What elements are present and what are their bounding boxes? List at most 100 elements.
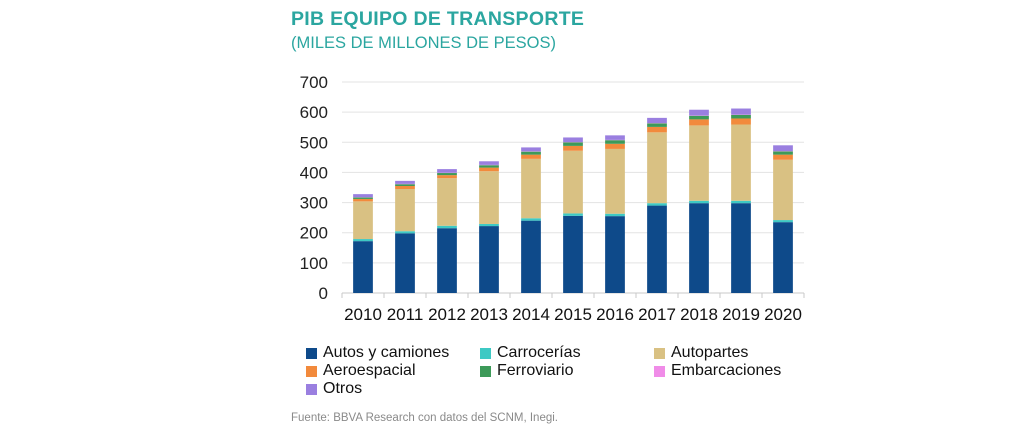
bar-segment xyxy=(689,203,709,293)
bar-segment xyxy=(689,200,709,204)
legend-label: Embarcaciones xyxy=(671,362,782,379)
x-tick-label: 2018 xyxy=(680,305,718,324)
bar-segment xyxy=(353,198,373,202)
y-tick-label: 100 xyxy=(300,254,328,273)
x-tick-label: 2014 xyxy=(512,305,550,324)
bar-segment xyxy=(395,231,415,234)
legend-item-aeroespacial: Aeroespacial xyxy=(306,362,416,380)
bar-segment xyxy=(773,220,793,223)
bar-segment xyxy=(731,118,751,125)
x-tick-label: 2020 xyxy=(764,305,802,324)
legend-swatch xyxy=(480,365,491,377)
legend-label: Autos y camiones xyxy=(323,344,450,361)
bar-segment xyxy=(395,189,415,232)
bar-segment xyxy=(437,169,457,173)
bar-segment xyxy=(521,158,541,219)
y-tick-label: 400 xyxy=(300,163,328,182)
bar-segment xyxy=(353,239,373,242)
bar-segment xyxy=(395,184,415,186)
x-tick-label: 2013 xyxy=(470,305,508,324)
legend-label: Otros xyxy=(323,380,363,397)
y-tick-label: 200 xyxy=(300,224,328,243)
bar-segment xyxy=(647,205,667,293)
bar-segment xyxy=(773,151,793,155)
y-tick-label: 500 xyxy=(300,133,328,152)
legend-swatch xyxy=(306,365,317,377)
bar-segment xyxy=(521,147,541,152)
bar-segment xyxy=(605,140,625,144)
bar-segment xyxy=(521,220,541,293)
bar-segment xyxy=(479,171,499,224)
bar-segment xyxy=(563,215,583,293)
bar-segment xyxy=(689,115,709,120)
bar-segment xyxy=(521,151,541,155)
x-tick-label: 2015 xyxy=(554,305,592,324)
bar-segment xyxy=(731,203,751,293)
source-note: Fuente: BBVA Research con datos del SCNM… xyxy=(291,412,558,424)
bar-segment xyxy=(395,180,415,184)
x-tick-label: 2012 xyxy=(428,305,466,324)
legend-swatch xyxy=(654,347,665,359)
bar-segment xyxy=(563,142,583,146)
bar-segment xyxy=(353,197,373,199)
bar-segment xyxy=(521,218,541,221)
bar-segment xyxy=(479,161,499,165)
bar-segment xyxy=(731,108,751,115)
chart-subtitle: (MILES DE MILLONES DE PESOS) xyxy=(291,34,556,52)
bar-segment xyxy=(353,241,373,293)
bar-segment xyxy=(605,216,625,293)
bar-segment xyxy=(437,228,457,293)
x-tick-label: 2011 xyxy=(387,305,424,324)
bar-segment xyxy=(521,154,541,159)
legend-item-carrocerias: Carrocerías xyxy=(480,344,581,362)
bar-segment xyxy=(605,143,625,149)
bar-segment xyxy=(731,114,751,119)
bar-segment xyxy=(647,123,667,127)
bar-segment xyxy=(563,137,583,142)
bar-segment xyxy=(605,148,625,214)
bar-segment xyxy=(479,165,499,168)
bar-segment xyxy=(647,203,667,206)
y-tick-label: 700 xyxy=(300,73,328,92)
bar-segment xyxy=(689,125,709,201)
bar-segment xyxy=(395,233,415,293)
bar-segment xyxy=(437,225,457,229)
legend-label: Autopartes xyxy=(671,344,749,361)
bar-segment xyxy=(689,119,709,126)
bar-segment xyxy=(479,223,499,227)
legend-label: Carrocerías xyxy=(497,344,581,361)
bar-segment xyxy=(479,226,499,293)
bar-segment xyxy=(563,145,583,151)
bar-segment xyxy=(605,135,625,140)
bar-segment xyxy=(563,213,583,216)
bar-segment xyxy=(647,126,667,133)
bar-segment xyxy=(731,124,751,201)
bar-segment xyxy=(353,201,373,240)
legend-swatch xyxy=(480,347,491,359)
bar-segment xyxy=(773,159,793,221)
bar-segment xyxy=(773,154,793,160)
legend-item-autopartes: Autopartes xyxy=(654,344,748,362)
chart-title: PIB EQUIPO DE TRANSPORTE xyxy=(291,8,585,30)
legend-swatch xyxy=(654,365,665,377)
legend-item-otros: Otros xyxy=(306,380,362,398)
bar-segment xyxy=(647,117,667,123)
legend-item-autos-y-camiones: Autos y camiones xyxy=(306,344,449,362)
legend-label: Aeroespacial xyxy=(323,362,416,379)
bar-segment xyxy=(353,194,373,198)
x-tick-label: 2010 xyxy=(344,305,382,324)
bar-segment xyxy=(773,222,793,293)
bar-segment xyxy=(605,213,625,217)
legend-label: Ferroviario xyxy=(497,362,574,379)
bar-segment xyxy=(563,150,583,214)
bar-segment xyxy=(647,132,667,204)
bar-segment xyxy=(689,109,709,116)
bar-segment xyxy=(437,178,457,226)
bar-segment xyxy=(731,200,751,204)
y-tick-label: 300 xyxy=(300,194,328,213)
y-tick-label: 0 xyxy=(319,284,328,303)
legend-swatch xyxy=(306,347,317,359)
x-tick-label: 2017 xyxy=(638,305,676,324)
y-tick-label: 600 xyxy=(300,103,328,122)
